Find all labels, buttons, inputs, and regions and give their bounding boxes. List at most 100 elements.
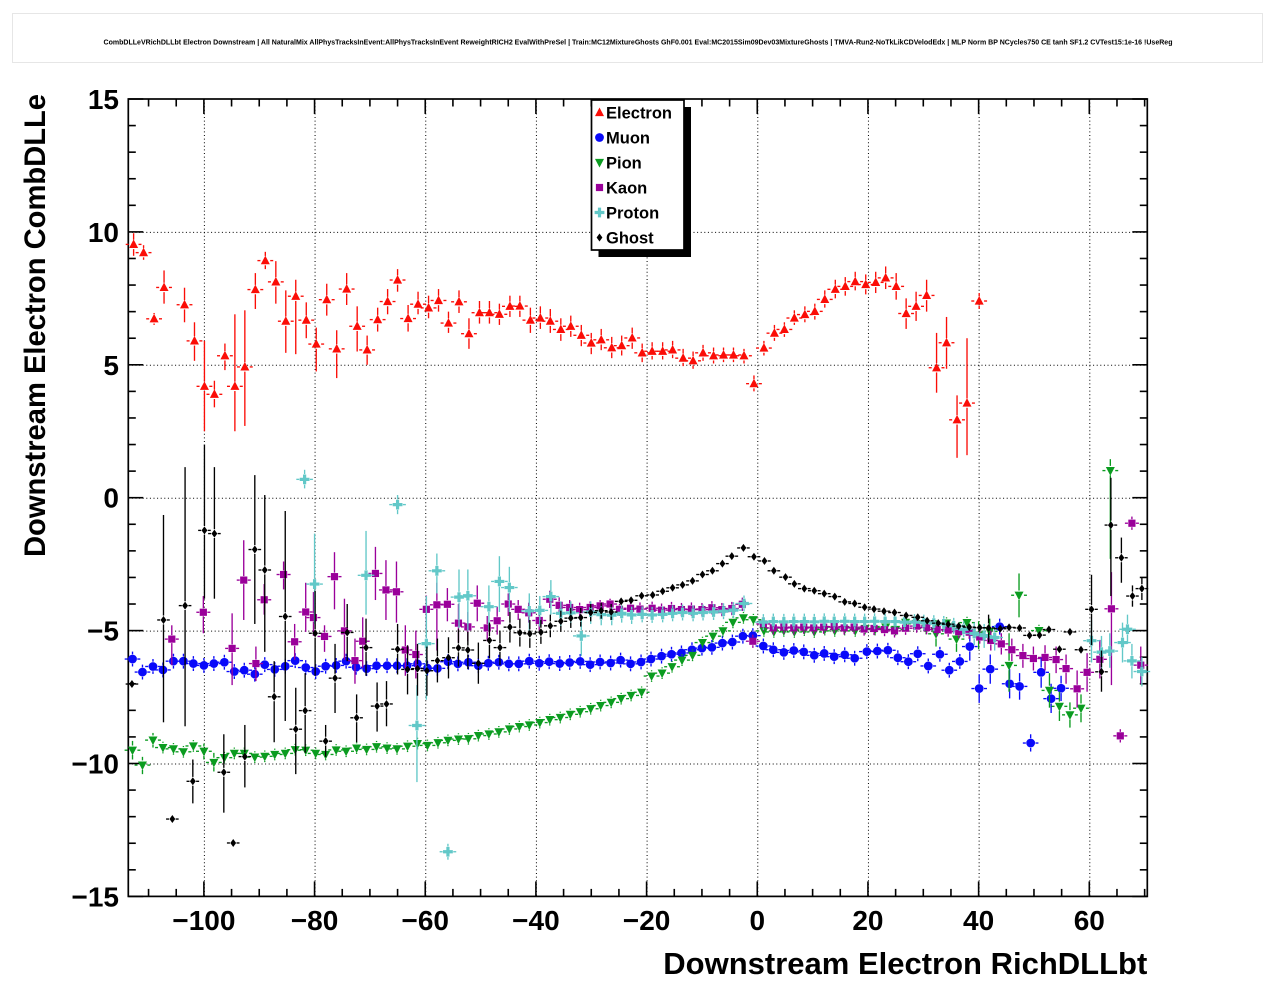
ghost-marker (129, 680, 135, 689)
muon-marker (657, 651, 666, 661)
kaon-marker (371, 569, 380, 578)
muon-marker (809, 650, 819, 660)
kaon-marker (596, 602, 604, 610)
proton-marker (989, 632, 1000, 643)
kaon-marker (933, 625, 941, 634)
muon-marker (534, 658, 544, 668)
muon-marker (321, 661, 331, 671)
proton-marker (1136, 666, 1147, 677)
pion-marker (362, 745, 372, 755)
proton-marker (637, 609, 648, 620)
ghost-marker (770, 566, 777, 575)
pion-marker (199, 747, 209, 757)
muon-marker (595, 657, 605, 667)
electron-marker (974, 296, 984, 305)
ghost-marker (169, 815, 176, 824)
kaon-marker (252, 659, 260, 668)
kaon-marker (636, 605, 644, 613)
electron-marker (759, 343, 769, 352)
muon-marker (209, 659, 219, 668)
ghost-marker (1107, 521, 1114, 530)
kaon-marker (443, 600, 451, 608)
legend-marker-electron (595, 107, 604, 117)
proton-marker (778, 616, 789, 627)
ghost-marker (211, 529, 218, 538)
pion-marker (484, 730, 494, 739)
muon-marker (840, 650, 850, 660)
ghost-marker (271, 692, 278, 701)
electron-marker (189, 335, 199, 345)
proton-marker (1104, 646, 1115, 656)
kaon-marker (890, 627, 899, 635)
pion-marker (372, 743, 382, 752)
legend-marker-proton (594, 207, 605, 218)
proton-marker (576, 631, 587, 641)
pion-marker (524, 721, 534, 730)
kaon-marker (1019, 651, 1027, 660)
ghost-marker (526, 629, 533, 638)
ghost-marker (669, 583, 676, 592)
proton-marker (918, 617, 929, 628)
x-axis-tick-labels: −100 −80 −60 −40 −20 0 20 40 60 (172, 905, 1105, 936)
electron-marker (403, 313, 413, 323)
ghost-marker (861, 603, 868, 612)
kaon-marker (965, 628, 973, 636)
muon-marker (606, 658, 616, 668)
ghost-marker (851, 599, 858, 608)
kaon-marker (340, 627, 349, 635)
kaon-marker (830, 623, 838, 631)
ghost-marker (628, 596, 635, 605)
ghost-marker (598, 606, 605, 615)
series-electron (125, 233, 988, 458)
electron-marker (576, 330, 586, 339)
ghost-marker (1067, 627, 1073, 636)
proton-marker (667, 608, 678, 619)
kaon-marker (351, 657, 359, 665)
electron-marker (494, 309, 504, 318)
kaon-marker (913, 622, 921, 630)
ghost-marker (709, 566, 716, 575)
ghost-marker (945, 620, 952, 629)
muon-marker (829, 652, 839, 662)
kaon-marker (880, 625, 889, 634)
kaon-marker (944, 626, 952, 634)
muon-marker (483, 658, 493, 668)
electron-marker (383, 296, 393, 306)
ghost-marker (638, 591, 645, 600)
ghost-marker (871, 605, 877, 614)
electron-marker (586, 338, 596, 347)
electron-marker (709, 350, 719, 360)
electron-marker (901, 308, 911, 318)
pion-marker (178, 748, 188, 757)
muon-marker (138, 667, 147, 677)
x-tick-label: −100 (172, 905, 235, 936)
proton-marker (708, 607, 719, 617)
series-electron-error-bars (125, 233, 988, 458)
pion-marker (280, 749, 290, 759)
kaon-marker (1029, 654, 1038, 663)
pion-marker (250, 753, 260, 763)
legend-box (590, 99, 685, 251)
muon-marker (727, 637, 737, 647)
y-tick-label: 10 (88, 217, 119, 248)
kaon-marker (901, 624, 910, 632)
kaon-marker (1041, 653, 1049, 662)
kaon-marker (1062, 665, 1070, 673)
ghost-marker (282, 612, 289, 621)
proton-marker (412, 720, 422, 731)
pion-marker (331, 746, 341, 755)
muon-marker (260, 660, 270, 670)
pion-marker (188, 742, 198, 751)
pion-marker (677, 656, 687, 666)
electron-marker (454, 296, 464, 306)
y-tick-label: −10 (72, 749, 120, 780)
muon-marker (616, 655, 625, 665)
kaon-marker (1073, 685, 1081, 693)
ghost-marker (903, 611, 910, 620)
ghost-marker (728, 552, 735, 561)
electron-marker (922, 290, 932, 300)
muon-marker (524, 656, 534, 666)
y-tick-label: 15 (88, 84, 119, 115)
muon-marker (935, 649, 945, 659)
kaon-marker (291, 638, 299, 646)
